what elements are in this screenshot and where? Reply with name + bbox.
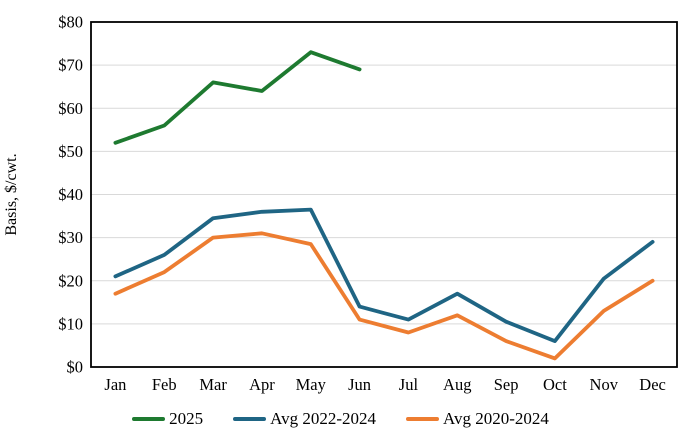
x-axis-tick-labels: Jan Feb Mar Apr May Jun Jul Aug Sep Oct Nov Dec	[104, 375, 665, 394]
x-tick-label: Sep	[494, 375, 519, 394]
x-tick-label: Jan	[104, 375, 126, 394]
y-tick-label: $50	[58, 142, 83, 161]
y-tick-label: $60	[58, 99, 83, 118]
y-tick-label: $30	[58, 228, 83, 247]
legend-line-swatch-2025	[132, 417, 166, 421]
y-tick-label: $40	[58, 185, 83, 204]
y-tick-label: $70	[58, 56, 83, 75]
legend-line-swatch-avg-2020-2024	[406, 417, 439, 421]
x-tick-label: Oct	[543, 375, 567, 394]
y-tick-label: $10	[58, 314, 83, 333]
x-tick-label: Jun	[348, 375, 371, 394]
y-axis-title: Basis, $/cwt.	[3, 153, 20, 235]
series-line-avg-2020-2024	[113, 231, 655, 361]
y-axis-tick-labels: $0 $10 $20 $30 $40 $50 $60 $70 $80	[58, 13, 83, 377]
y-tick-label: $20	[58, 271, 83, 290]
chart-legend: 2025 Avg 2022-2024 Avg 2020-2024	[0, 409, 681, 429]
x-tick-label: Aug	[443, 375, 471, 394]
legend-label-2025: 2025	[169, 409, 204, 428]
legend-line-swatch-avg-2022-2024	[233, 417, 267, 421]
x-tick-label: Feb	[152, 375, 177, 394]
legend-item-avg-2020-2024: Avg 2020-2024	[406, 409, 549, 429]
plot-area-border	[90, 21, 678, 368]
series-layer	[113, 50, 655, 361]
x-tick-label: Jul	[399, 375, 419, 394]
gridlines-layer	[91, 64, 677, 325]
legend-label-avg-2022-2024: Avg 2022-2024	[270, 409, 376, 428]
series-line-2025	[113, 50, 362, 145]
x-tick-label: Mar	[199, 375, 227, 394]
y-tick-label: $0	[67, 358, 84, 377]
x-tick-label: Dec	[639, 375, 666, 394]
x-tick-label: Apr	[249, 375, 275, 394]
x-tick-label: Nov	[590, 375, 619, 394]
series-line-avg-2022-2024	[113, 207, 655, 344]
x-tick-label: May	[296, 375, 327, 394]
legend-item-2025: 2025	[132, 409, 203, 429]
legend-item-avg-2022-2024: Avg 2022-2024	[233, 409, 376, 429]
y-tick-label: $80	[58, 13, 83, 32]
legend-label-avg-2020-2024: Avg 2020-2024	[443, 409, 549, 428]
